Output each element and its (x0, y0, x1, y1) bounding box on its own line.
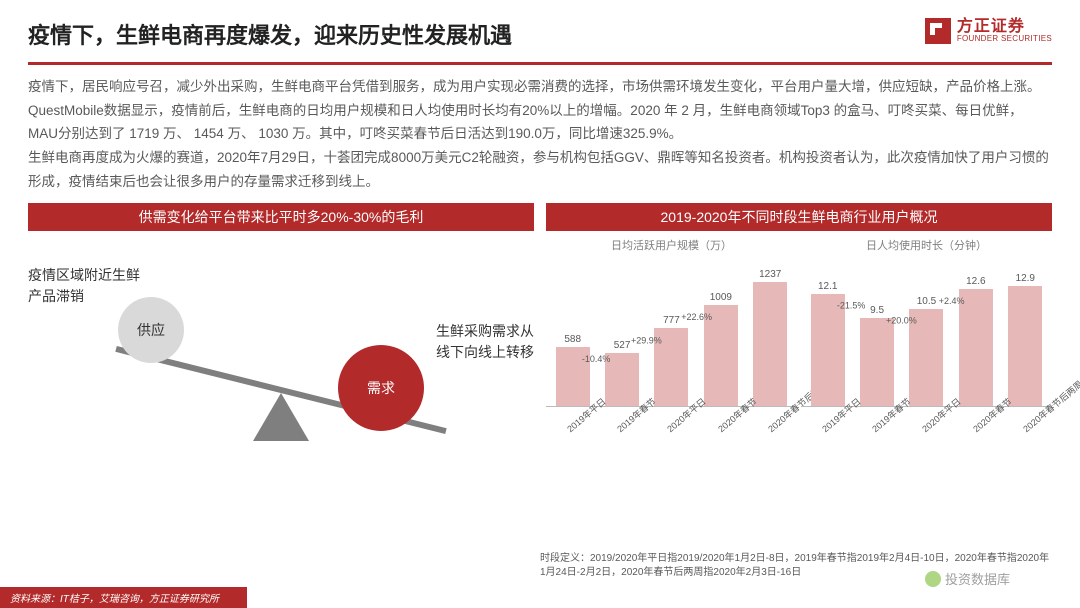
chart-title: 日人均使用时长（分钟） (801, 237, 1052, 253)
bar-rect (753, 282, 787, 406)
bar-rect (860, 318, 894, 406)
demand-label: 需求 (367, 378, 395, 398)
page-title: 疫情下，生鲜电商再度爆发，迎来历史性发展机遇 (28, 18, 512, 50)
bar-rect (1008, 286, 1042, 406)
supply-label: 供应 (137, 320, 165, 340)
bar-value-label: 527 (614, 340, 631, 351)
x-axis-labels: 2019年平日2019年春节2020年平日2020年春节2020年春节后两周 (546, 411, 797, 424)
logo-icon (925, 18, 951, 44)
bar-value-label: 1237 (759, 269, 781, 280)
bar: 12.9 (1008, 273, 1042, 406)
bar-chart: 日均活跃用户规模（万）58852777710091237-10.4%+29.9%… (546, 237, 797, 424)
logo-text-en: FOUNDER SECURITIES (957, 35, 1052, 43)
bars-area: 12.19.510.512.612.9-21.5%+20.0%+2.4% (801, 257, 1052, 407)
source-bar: 资料来源：IT桔子，艾瑞咨询，方正证券研究所 (0, 587, 247, 608)
bar-rect (959, 289, 993, 406)
bar: 588 (556, 334, 590, 406)
x-label: 2019年春节 (869, 403, 903, 435)
paragraph: 疫情下，居民响应号召，减少外出采购，生鲜电商平台凭借到服务，成为用户实现必需消费… (28, 75, 1052, 99)
bars-area: 58852777710091237-10.4%+29.9%+22.6% (546, 257, 797, 407)
x-label: 2020年春节 (970, 403, 1004, 435)
bar-value-label: 12.6 (966, 276, 985, 287)
title-underline (28, 62, 1052, 65)
bar: 12.6 (959, 276, 993, 406)
bar: 1237 (753, 269, 787, 406)
x-label: 2020年春节后两周 (765, 403, 799, 435)
bar: 1009 (704, 292, 738, 406)
left-panel-header: 供需变化给平台带来比平时多20%-30%的毛利 (28, 203, 534, 231)
right-panel: 2019-2020年不同时段生鲜电商行业用户概况 日均活跃用户规模（万） 588 5… (546, 203, 1052, 471)
x-label: 2020年平日 (664, 403, 698, 435)
x-label: 2019年平日 (564, 403, 598, 435)
bar-value-label: 10.5 (917, 296, 936, 307)
bar-value-label: 777 (663, 315, 680, 326)
bar-value-label: 12.1 (818, 281, 837, 292)
paragraph: 生鲜电商再度成为火爆的赛道，2020年7月29日，十荟团完成8000万美元C2轮… (28, 146, 1052, 193)
bar-value-label: 588 (564, 334, 581, 345)
seesaw-fulcrum (253, 393, 309, 441)
logo-text-cn: 方正证券 (957, 19, 1052, 35)
brand-logo: 方正证券 FOUNDER SECURITIES (925, 18, 1052, 44)
bar: 10.5 (909, 296, 943, 407)
bar-value-label: 12.9 (1016, 273, 1035, 284)
watermark-text: 投资数据库 (945, 569, 1010, 588)
seesaw-label-right: 生鲜采购需求从线下向线上转移 (436, 321, 534, 363)
left-panel: 供需变化给平台带来比平时多20%-30%的毛利 疫情区域附近生鲜产品滞销 生鲜采… (28, 203, 534, 471)
bar-rect (654, 328, 688, 406)
seesaw-diagram: 疫情区域附近生鲜产品滞销 生鲜采购需求从线下向线上转移 供应 需求 (28, 251, 534, 471)
seesaw-label-left: 疫情区域附近生鲜产品滞销 (28, 265, 140, 307)
bar-rect (556, 347, 590, 406)
bar-value-label: 9.5 (870, 305, 884, 316)
demand-ball: 需求 (338, 345, 424, 431)
x-label: 2019年平日 (819, 403, 853, 435)
bar-rect (605, 353, 639, 406)
bar: 9.5 (860, 305, 894, 406)
x-label: 2020年平日 (919, 403, 953, 435)
bar-rect (811, 294, 845, 406)
right-panel-header: 2019-2020年不同时段生鲜电商行业用户概况 (546, 203, 1052, 231)
bar: 777 (654, 315, 688, 406)
body-paragraphs: 疫情下，居民响应号召，减少外出采购，生鲜电商平台凭借到服务，成为用户实现必需消费… (0, 75, 1080, 193)
x-label: 2020年春节 (715, 403, 749, 435)
x-axis-labels: 2019年平日2019年春节2020年平日2020年春节2020年春节后两周 (801, 411, 1052, 424)
watermark: 投资数据库 (925, 569, 1010, 588)
chart-title: 日均活跃用户规模（万） (546, 237, 797, 253)
charts-container: 日均活跃用户规模（万）58852777710091237-10.4%+29.9%… (546, 237, 1052, 424)
x-label: 2019年春节 (614, 403, 648, 435)
header: 疫情下，生鲜电商再度爆发，迎来历史性发展机遇 方正证券 FOUNDER SECU… (0, 0, 1080, 58)
paragraph: QuestMobile数据显示，疫情前后，生鲜电商的日均用户规模和日人均使用时长… (28, 99, 1052, 146)
bar-chart: 日人均使用时长（分钟）12.19.510.512.612.9-21.5%+20.… (801, 237, 1052, 424)
panels: 供需变化给平台带来比平时多20%-30%的毛利 疫情区域附近生鲜产品滞销 生鲜采… (0, 193, 1080, 471)
bar-value-label: 1009 (710, 292, 732, 303)
x-label: 2020年春节后两周 (1020, 403, 1054, 435)
bar-rect (909, 309, 943, 407)
bar: 527 (605, 340, 639, 406)
wechat-icon (925, 571, 941, 587)
bar-rect (704, 305, 738, 406)
supply-ball: 供应 (118, 297, 184, 363)
bar: 12.1 (811, 281, 845, 406)
